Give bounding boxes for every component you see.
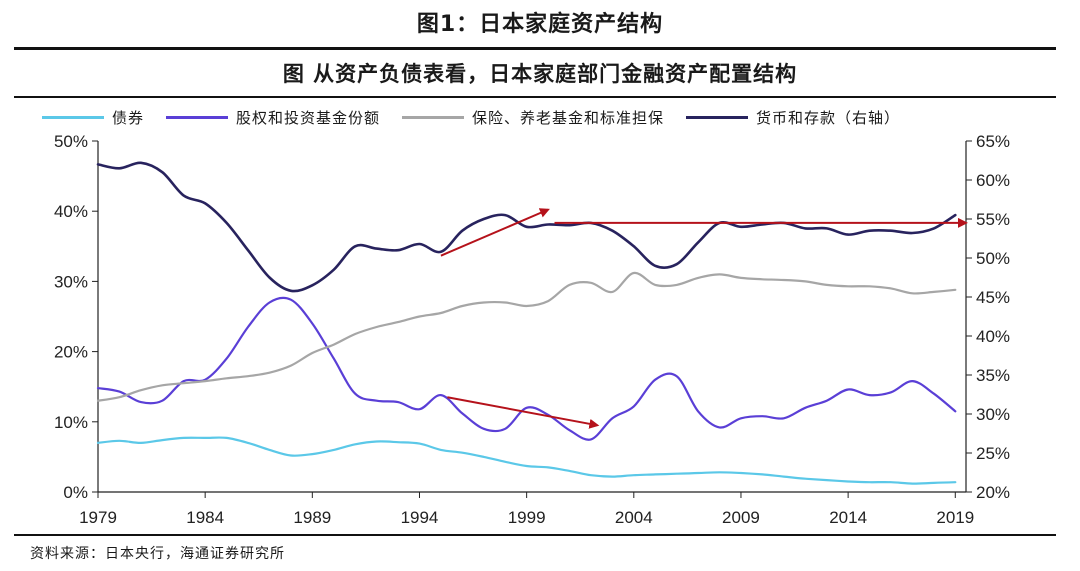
series-line-equity [96, 296, 957, 441]
x-tick-label: 1979 [79, 508, 117, 527]
legend-swatch-bonds [42, 115, 104, 119]
series-line-bonds [96, 436, 957, 485]
x-tick-label: 2014 [829, 508, 867, 527]
y-left-tick-label: 50% [54, 132, 88, 151]
legend-swatch-equity [166, 115, 229, 119]
y-right-tick-label: 65% [976, 132, 1010, 151]
legend-label-equity: 股权和投资基金份额 [236, 108, 381, 127]
panel-top-rule [14, 47, 1056, 50]
x-tick-label: 1999 [508, 508, 546, 527]
legend-swatch-insurance [402, 115, 465, 119]
x-tick-label: 2004 [615, 508, 653, 527]
y-right-tick-label: 40% [976, 327, 1010, 346]
panel-bottom-rule [14, 534, 1056, 536]
y-right-tick-label: 20% [976, 483, 1010, 502]
chart-legend: 债券 股权和投资基金份额 保险、养老基金和标准担保 货币和存款（右轴） [42, 105, 922, 129]
legend-label-bonds: 债券 [112, 108, 145, 127]
y-right-tick-label: 55% [976, 210, 1010, 229]
series-line-deposits [96, 161, 957, 293]
chart-title: 图 从资产负债表看，日本家庭部门金融资产配置结构 [282, 62, 798, 86]
legend-label-insurance: 保险、养老基金和标准担保 [472, 108, 665, 127]
panel-title-rule [14, 96, 1056, 98]
y-right-tick-label: 35% [976, 366, 1010, 385]
figure-title: 图1：日本家庭资产结构 [416, 12, 664, 37]
x-tick-label: 2019 [936, 508, 974, 527]
legend-item-insurance: 保险、养老基金和标准担保 [402, 107, 664, 128]
x-tick-label: 2009 [722, 508, 760, 527]
trend-arrow-3 [447, 396, 600, 429]
source-note: 资料来源：日本央行，海通证券研究所 [30, 546, 285, 562]
y-left-tick-label: 10% [54, 413, 88, 432]
y-left-tick-label: 0% [63, 483, 88, 502]
legend-item-equity: 股权和投资基金份额 [166, 107, 380, 128]
legend-item-deposits: 货币和存款（右轴） [686, 107, 900, 128]
y-left-tick-label: 40% [54, 202, 88, 221]
y-right-tick-label: 60% [976, 171, 1010, 190]
legend-label-deposits: 货币和存款（右轴） [756, 108, 901, 127]
legend-swatch-deposits [686, 115, 749, 119]
trend-arrow-1 [440, 208, 550, 257]
y-right-tick-label: 25% [976, 444, 1010, 463]
series-line-insurance [96, 271, 957, 402]
x-tick-label: 1994 [401, 508, 439, 527]
y-right-tick-label: 50% [976, 249, 1010, 268]
legend-item-bonds: 债券 [42, 107, 144, 128]
y-right-tick-label: 45% [976, 288, 1010, 307]
x-tick-label: 1989 [293, 508, 331, 527]
y-left-tick-label: 30% [54, 272, 88, 291]
y-left-tick-label: 20% [54, 343, 88, 362]
y-right-tick-label: 30% [976, 405, 1010, 424]
x-tick-label: 1984 [186, 508, 224, 527]
